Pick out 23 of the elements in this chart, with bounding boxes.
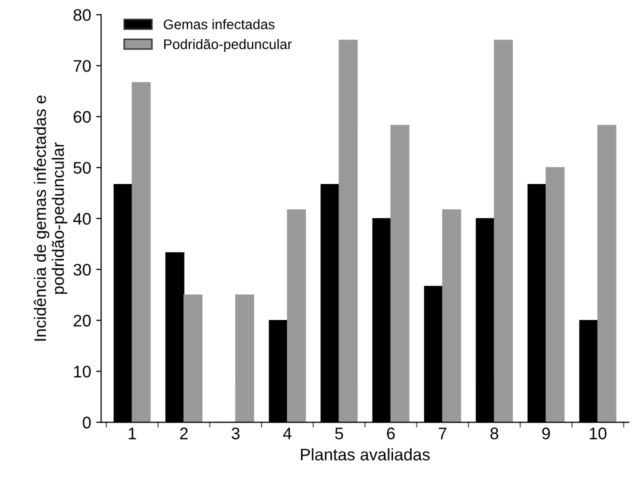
y-axis-title: Incidência de gemas infectadas e podridão-peduncular [34, 96, 68, 341]
x-tick-label: 6 [387, 428, 395, 440]
legend-label: Gemas infectadas [164, 19, 274, 30]
y-tick-label: 20 [74, 314, 91, 327]
y-tick-label: 0 [82, 416, 91, 428]
x-axis-title: Plantas avaliadas [301, 448, 430, 460]
y-tick-label: 60 [74, 111, 91, 123]
x-tick-label: 9 [542, 428, 550, 440]
y-tick-label: 10 [74, 366, 91, 378]
x-tick-label: 7 [438, 428, 446, 440]
x-tick-label: 5 [335, 428, 344, 440]
y-tick-label: 70 [74, 60, 91, 72]
y-tick-label: 80 [74, 9, 91, 21]
x-tick-label: 1 [128, 428, 136, 440]
x-tick-label: 8 [490, 428, 498, 440]
legend-label: Podridão-peduncular [164, 38, 292, 52]
y-tick-label: 30 [73, 264, 91, 276]
x-tick-label: 10 [590, 428, 606, 440]
x-tick-label: 3 [232, 428, 240, 440]
x-tick-label: 4 [283, 428, 292, 440]
y-tick-label: 50 [74, 162, 91, 174]
x-tick-label: 2 [180, 428, 188, 440]
y-tick-label: 40 [73, 212, 91, 225]
